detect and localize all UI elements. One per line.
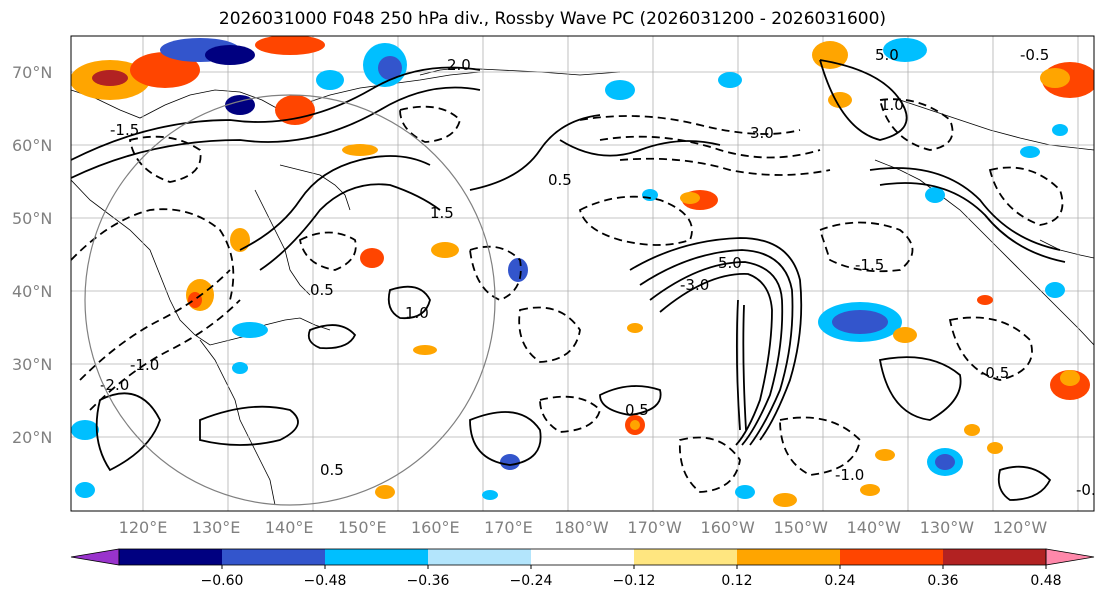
lon-label: 120°W bbox=[993, 518, 1048, 537]
contour-label: -0.5 bbox=[1020, 46, 1049, 64]
contour-label: 3.0 bbox=[750, 124, 774, 142]
plot-background bbox=[71, 36, 1094, 511]
contour-label: -2.0 bbox=[100, 376, 129, 394]
lat-label: 50°N bbox=[12, 209, 52, 228]
colorbar-extend-max bbox=[1045, 548, 1095, 566]
lon-label: 160°W bbox=[701, 518, 756, 537]
colorbar-segment bbox=[531, 549, 635, 565]
lat-label: 70°N bbox=[12, 63, 52, 82]
colorbar-tick-label: −0.48 bbox=[304, 573, 347, 589]
colorbar-tick-label: 0.24 bbox=[824, 573, 855, 589]
colorbar-segment bbox=[737, 549, 841, 565]
colorbar-segment bbox=[119, 549, 223, 565]
longitude-labels: 120°E 130°E 140°E 150°E 160°E 170°E 180°… bbox=[119, 518, 1048, 537]
contour-label: 5.0 bbox=[875, 46, 899, 64]
plot-area: 2.0 5.0 1.0 0.5 3.0 1.5 -1.5 -3.0 -2.0 -… bbox=[71, 36, 1105, 511]
colorbar-tick-label: 0.12 bbox=[721, 573, 752, 589]
grid-lines bbox=[71, 36, 1094, 511]
contour-label: 1.0 bbox=[405, 304, 429, 322]
contour-label: -0.5 bbox=[980, 364, 1009, 382]
contour-label: -1.5 bbox=[855, 256, 884, 274]
colorbar-tick-label: −0.12 bbox=[613, 573, 656, 589]
lon-label: 130°E bbox=[192, 518, 241, 537]
colorbar-tick-label: −0.60 bbox=[201, 573, 244, 589]
contour-label: 0.5 bbox=[310, 281, 334, 299]
contour-label: 0.5 bbox=[548, 171, 572, 189]
contour-label: 2.0 bbox=[447, 56, 471, 74]
contour-label: -1.5 bbox=[110, 121, 139, 139]
colorbar-segment bbox=[943, 549, 1047, 565]
colorbar: −0.60 −0.48 −0.36 −0.24 −0.12 0.12 0.24 0.36 0.4… bbox=[70, 548, 1095, 589]
contour-labels: 2.0 5.0 1.0 0.5 3.0 1.5 -1.5 -3.0 -2.0 -… bbox=[100, 46, 1105, 499]
contour-label: 1.0 bbox=[880, 96, 904, 114]
contour-label: 1.5 bbox=[430, 204, 454, 222]
lon-label: 150°W bbox=[774, 518, 829, 537]
lon-label: 150°E bbox=[338, 518, 387, 537]
lon-label: 140°W bbox=[847, 518, 902, 537]
lat-label: 40°N bbox=[12, 282, 52, 301]
lon-label: 170°E bbox=[484, 518, 533, 537]
contour-label: 5.0 bbox=[718, 254, 742, 272]
lat-label: 20°N bbox=[12, 428, 52, 447]
colorbar-segment bbox=[222, 549, 326, 565]
contour-label: -1.0 bbox=[835, 466, 864, 484]
contour-label: 0.5 bbox=[625, 401, 649, 419]
range-circle bbox=[84, 94, 496, 506]
colorbar-tick-label: −0.36 bbox=[407, 573, 450, 589]
colorbar-segment bbox=[634, 549, 738, 565]
plot-border bbox=[70, 35, 1095, 512]
contour-label: 0.5 bbox=[320, 461, 344, 479]
lat-label: 30°N bbox=[12, 355, 52, 374]
colorbar-tick-label: 0.36 bbox=[927, 573, 958, 589]
contour-label: -1.0 bbox=[130, 356, 159, 374]
colorbar-outline bbox=[118, 548, 1047, 566]
colorbar-extend-min bbox=[70, 548, 120, 566]
colorbar-tick-label: 0.48 bbox=[1030, 573, 1061, 589]
contour-label: -3.0 bbox=[680, 276, 709, 294]
lon-label: 120°E bbox=[119, 518, 168, 537]
colorbar-segment bbox=[428, 549, 532, 565]
contours-negative bbox=[71, 98, 1064, 493]
colorbar-segment bbox=[840, 549, 944, 565]
lon-label: 140°E bbox=[265, 518, 314, 537]
colorbar-tick-label: −0.24 bbox=[510, 573, 553, 589]
lon-label: 170°W bbox=[627, 518, 682, 537]
contours-positive bbox=[71, 59, 1066, 501]
lat-label: 60°N bbox=[12, 136, 52, 155]
lon-label: 180°W bbox=[554, 518, 609, 537]
colorbar-segment bbox=[325, 549, 429, 565]
contour-label: -0.5 bbox=[1076, 481, 1105, 499]
lon-label: 160°E bbox=[411, 518, 460, 537]
lon-label: 130°W bbox=[920, 518, 975, 537]
map-title: 2026031000 F048 250 hPa div., Rossby Wav… bbox=[218, 9, 887, 29]
latitude-labels: 70°N 60°N 50°N 40°N 30°N 20°N bbox=[12, 63, 52, 447]
